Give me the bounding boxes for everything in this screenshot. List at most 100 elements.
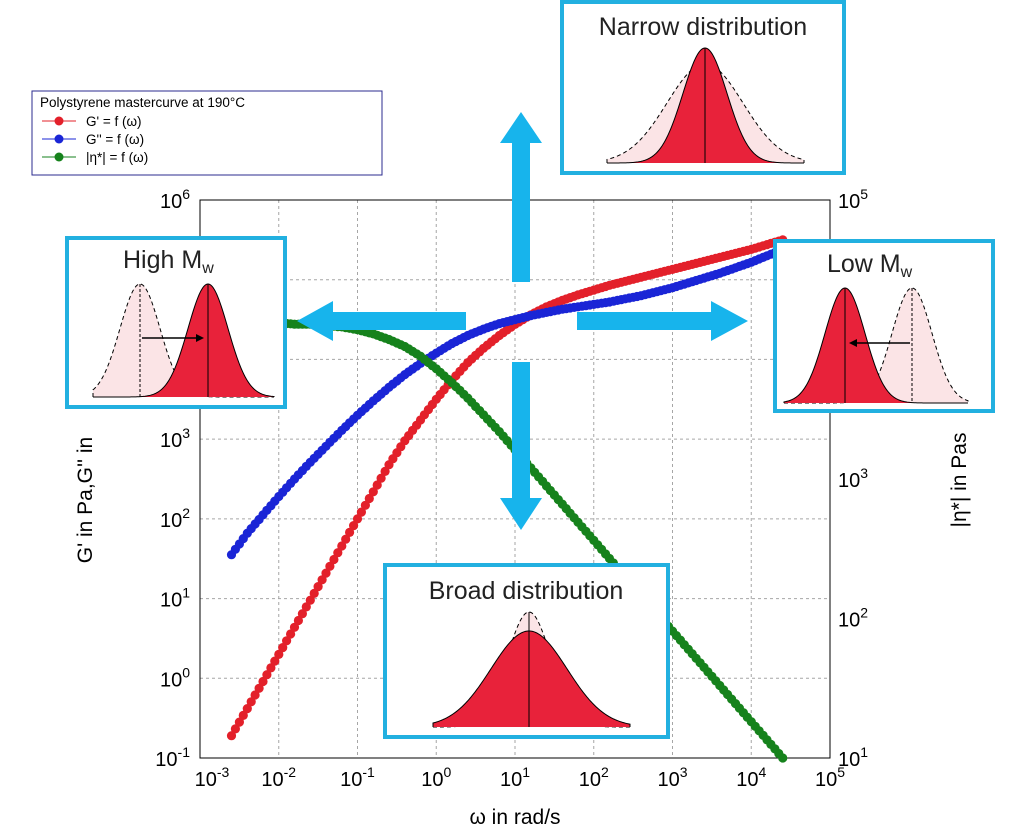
data-point bbox=[250, 690, 260, 700]
high-box-title: High Mw bbox=[123, 246, 214, 277]
data-point bbox=[368, 487, 378, 497]
narrow-box-title: Narrow distribution bbox=[599, 13, 807, 41]
data-point bbox=[282, 636, 292, 646]
high-mw-box: High Mw bbox=[65, 236, 287, 409]
data-point bbox=[274, 649, 284, 660]
y-tick-label: 103 bbox=[160, 425, 190, 452]
x-tick-label: 100 bbox=[421, 764, 451, 791]
legend-entry-eta: |η*| = f (ω) bbox=[86, 150, 148, 165]
high-distribution-curve bbox=[93, 283, 275, 398]
data-point bbox=[364, 493, 374, 504]
legend: Polystyrene mastercurve at 190°C G' = f … bbox=[31, 90, 383, 176]
data-point bbox=[380, 466, 390, 476]
legend-entry-gdoubleprime: G'' = f (ω) bbox=[86, 132, 144, 147]
y-tick-label: 10-1 bbox=[155, 744, 190, 771]
broad-box-title: Broad distribution bbox=[429, 577, 624, 605]
data-point bbox=[234, 717, 244, 727]
arrow-down bbox=[500, 362, 542, 530]
high-box-title-text: High M bbox=[123, 246, 202, 274]
broad-distribution-box: Broad distribution bbox=[383, 563, 670, 739]
series-layer bbox=[226, 235, 788, 763]
legend-frame bbox=[31, 90, 383, 176]
data-point bbox=[297, 609, 307, 619]
x-tick-label: 102 bbox=[579, 764, 609, 791]
y-tick-label: 106 bbox=[160, 186, 190, 213]
series-line bbox=[231, 248, 783, 556]
y-tick-label: 101 bbox=[160, 585, 190, 612]
data-point bbox=[309, 588, 319, 599]
data-point bbox=[317, 575, 327, 585]
narrow-distribution-box: Narrow distribution bbox=[560, 0, 846, 175]
data-point bbox=[376, 473, 386, 483]
x-tick-label: 103 bbox=[657, 764, 687, 791]
y-axis-title: G' in Pa,G'' in bbox=[74, 437, 97, 563]
legend-entry-gprime: G' = f (ω) bbox=[86, 114, 142, 129]
data-point bbox=[333, 548, 343, 558]
data-point bbox=[337, 541, 347, 551]
data-point bbox=[301, 602, 311, 612]
data-point bbox=[349, 521, 359, 531]
x-tick-label: 105 bbox=[815, 764, 845, 791]
low-distribution-curve bbox=[783, 287, 968, 404]
data-point bbox=[286, 629, 296, 639]
data-point bbox=[246, 697, 256, 707]
data-point bbox=[321, 568, 331, 578]
data-point bbox=[242, 704, 252, 714]
x-tick-label: 104 bbox=[736, 764, 766, 791]
y-tick-label: 102 bbox=[160, 505, 190, 532]
data-point bbox=[360, 500, 370, 510]
legend-marker-gprime bbox=[54, 116, 64, 126]
x-tick-labels: 10-3 10-2 10-1 100 101 102 103 104 105 bbox=[195, 764, 846, 791]
legend-title: Polystyrene mastercurve at 190°C bbox=[40, 95, 245, 110]
y-tick-label: 100 bbox=[160, 664, 190, 691]
arrows bbox=[297, 112, 748, 530]
data-point bbox=[278, 643, 288, 653]
x-tick-label: 10-3 bbox=[195, 764, 230, 791]
data-point bbox=[313, 582, 323, 592]
low-shift-arrowhead bbox=[849, 339, 857, 347]
y2-axis-title: |η*| in Pas bbox=[948, 433, 971, 528]
y2-tick-labels: 101 102 103 105 bbox=[838, 186, 868, 771]
x-tick-label: 101 bbox=[500, 764, 530, 791]
data-point bbox=[372, 480, 382, 490]
data-point bbox=[238, 710, 248, 721]
legend-marker-eta bbox=[54, 152, 64, 162]
data-point bbox=[325, 561, 335, 571]
data-point bbox=[230, 724, 240, 734]
data-point bbox=[266, 663, 276, 673]
low-box-title-subscript: w bbox=[900, 264, 913, 281]
data-point bbox=[258, 676, 268, 687]
broad-distribution-curve bbox=[432, 630, 631, 727]
y2-tick-label: 101 bbox=[838, 744, 868, 771]
low-box-title: Low Mw bbox=[827, 250, 913, 281]
data-point bbox=[778, 753, 788, 763]
x-tick-label: 10-1 bbox=[340, 764, 375, 791]
low-mw-box: Low Mw bbox=[773, 239, 995, 413]
high-shift-arrowhead bbox=[196, 334, 204, 342]
data-point bbox=[262, 670, 272, 680]
data-point bbox=[289, 622, 300, 632]
arrow-left bbox=[297, 301, 466, 341]
arrow-right bbox=[577, 301, 748, 341]
series-1 bbox=[226, 244, 788, 560]
data-point bbox=[345, 527, 355, 538]
low-box-title-text: Low M bbox=[827, 250, 901, 278]
data-point bbox=[356, 507, 366, 517]
data-point bbox=[305, 595, 315, 605]
data-point bbox=[226, 731, 237, 741]
arrow-up bbox=[500, 112, 542, 282]
y2-tick-label: 103 bbox=[838, 465, 868, 492]
x-axis-title: ω in rad/s bbox=[469, 806, 560, 829]
x-tick-label: 10-2 bbox=[261, 764, 296, 791]
y2-tick-label: 105 bbox=[838, 186, 868, 213]
legend-marker-gdoubleprime bbox=[54, 134, 64, 144]
data-point bbox=[352, 514, 363, 524]
high-box-title-subscript: w bbox=[201, 260, 214, 277]
data-point bbox=[254, 683, 264, 693]
y2-tick-label: 102 bbox=[838, 605, 868, 632]
data-point bbox=[270, 656, 280, 666]
data-point bbox=[329, 554, 339, 565]
y-tick-labels: 10-1 100 101 102 103 106 bbox=[155, 186, 190, 771]
